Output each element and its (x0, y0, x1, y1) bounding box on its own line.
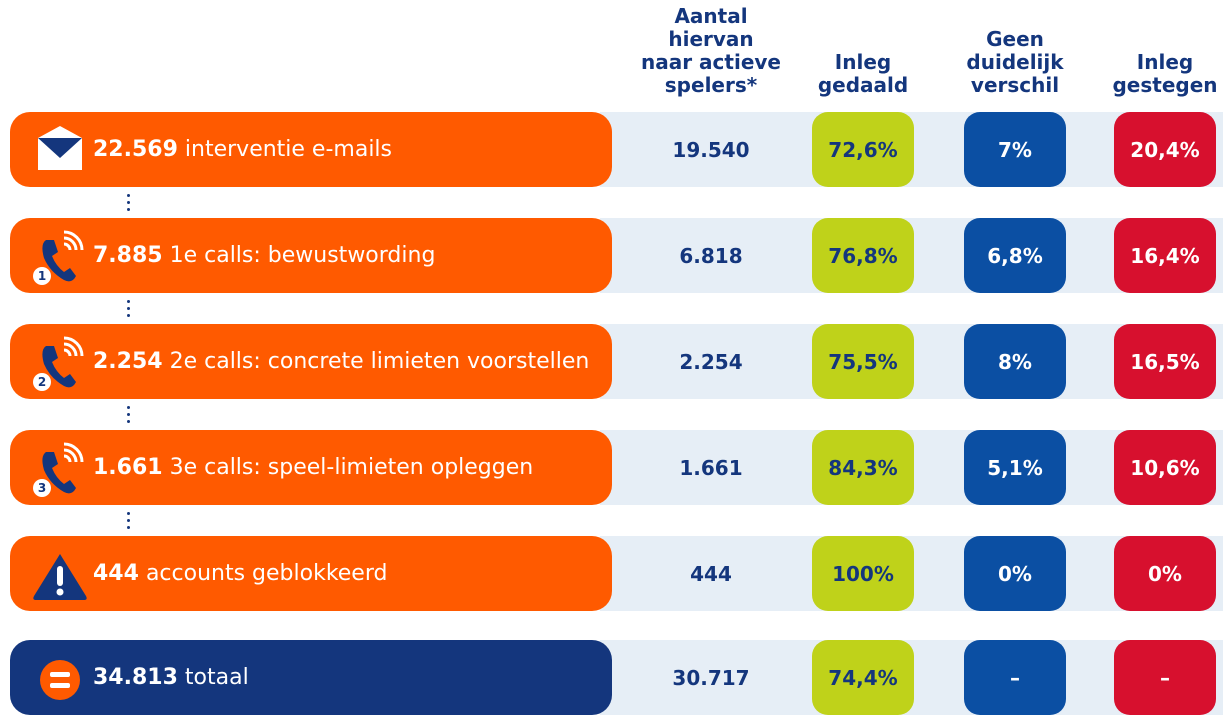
cell-active: 6.818 (679, 243, 743, 268)
cell-down: 75,5% (812, 324, 914, 399)
cell-down: 76,8% (812, 218, 914, 293)
cell-active: 1.661 (679, 455, 743, 480)
row-label: totaal (184, 665, 249, 690)
call-badge: 1 (38, 269, 46, 283)
row-count: 444 (93, 561, 139, 586)
row-icon: 1 (33, 230, 84, 285)
cell-up: 0% (1114, 536, 1216, 611)
row-label: interventie e-mails (184, 137, 393, 162)
connector-dot (127, 208, 130, 211)
header-line: Inleg (834, 50, 892, 74)
header-line: naar actieve (641, 50, 781, 74)
cell-none: 6,8% (964, 218, 1066, 293)
call-badge: 2 (38, 375, 46, 389)
connector-dot (127, 406, 130, 409)
row-count: 2.254 (93, 349, 163, 374)
row-icon: 2 (33, 336, 84, 391)
row-label: 3e calls: speel-limieten opleggen (169, 455, 534, 480)
row-icon (33, 554, 87, 600)
row-icon (40, 660, 80, 700)
header-line: gestegen (1112, 73, 1218, 97)
column-header: Geen duidelijk verschil (940, 28, 1090, 97)
row-bar: 444 accounts geblokkeerd (10, 536, 612, 611)
cell-active: 30.717 (672, 665, 750, 690)
connector-dot (127, 300, 130, 303)
header-line: Inleg (1136, 50, 1194, 74)
row-bar: 1 7.885 1e calls: bewustwording (10, 218, 612, 293)
row-icon: 3 (33, 442, 84, 497)
row-bar: 2 2.254 2e calls: concrete limieten voorst… (10, 324, 612, 399)
row-icon (38, 126, 82, 170)
column-header: Aantal hiervan naar actieve spelers* (636, 5, 786, 97)
cell-up: – (1114, 640, 1216, 715)
connector-dot (127, 420, 130, 423)
cell-none: – (964, 640, 1066, 715)
column-header: Inleg gestegen (1090, 51, 1223, 97)
connector-dot (127, 201, 130, 204)
cell-none: 5,1% (964, 430, 1066, 505)
row-label: accounts geblokkeerd (145, 561, 388, 586)
connector-dot (127, 307, 130, 310)
cell-none: 7% (964, 112, 1066, 187)
header-line: spelers* (664, 73, 758, 97)
cell-down: 72,6% (812, 112, 914, 187)
connector-dot (127, 314, 130, 317)
cell-active: 444 (690, 561, 732, 586)
connector-dot (127, 413, 130, 416)
cell-active: 2.254 (679, 349, 743, 374)
connector-dot (127, 512, 130, 515)
header-line: Aantal hiervan (668, 4, 754, 51)
column-header: Inleg gedaald (788, 51, 938, 97)
cell-down: 84,3% (812, 430, 914, 505)
cell-up: 10,6% (1114, 430, 1216, 505)
row-label: 2e calls: concrete limieten voorstellen (169, 349, 590, 374)
row-count: 1.661 (93, 455, 163, 480)
cell-up: 16,4% (1114, 218, 1216, 293)
header-line: gedaald (817, 73, 909, 97)
row-count: 34.813 (93, 665, 178, 690)
row-label: 1e calls: bewustwording (169, 243, 436, 268)
row-bar: 3 1.661 3e calls: speel-limieten opleggen (10, 430, 612, 505)
header-line: verschil (970, 73, 1060, 97)
call-badge: 3 (38, 481, 46, 495)
row-count: 22.569 (93, 137, 178, 162)
row-count: 7.885 (93, 243, 163, 268)
cell-none: 8% (964, 324, 1066, 399)
cell-none: 0% (964, 536, 1066, 611)
header-line: duidelijk (966, 50, 1064, 74)
cell-down: 74,4% (812, 640, 914, 715)
row-bar: 34.813 totaal (10, 640, 612, 715)
row-bar: 22.569 interventie e-mails (10, 112, 612, 187)
cell-up: 16,5% (1114, 324, 1216, 399)
connector-dot (127, 194, 130, 197)
cell-up: 20,4% (1114, 112, 1216, 187)
cell-active: 19.540 (672, 137, 750, 162)
header-line: Geen (986, 27, 1044, 51)
cell-down: 100% (812, 536, 914, 611)
connector-dot (127, 519, 130, 522)
connector-dot (127, 526, 130, 529)
